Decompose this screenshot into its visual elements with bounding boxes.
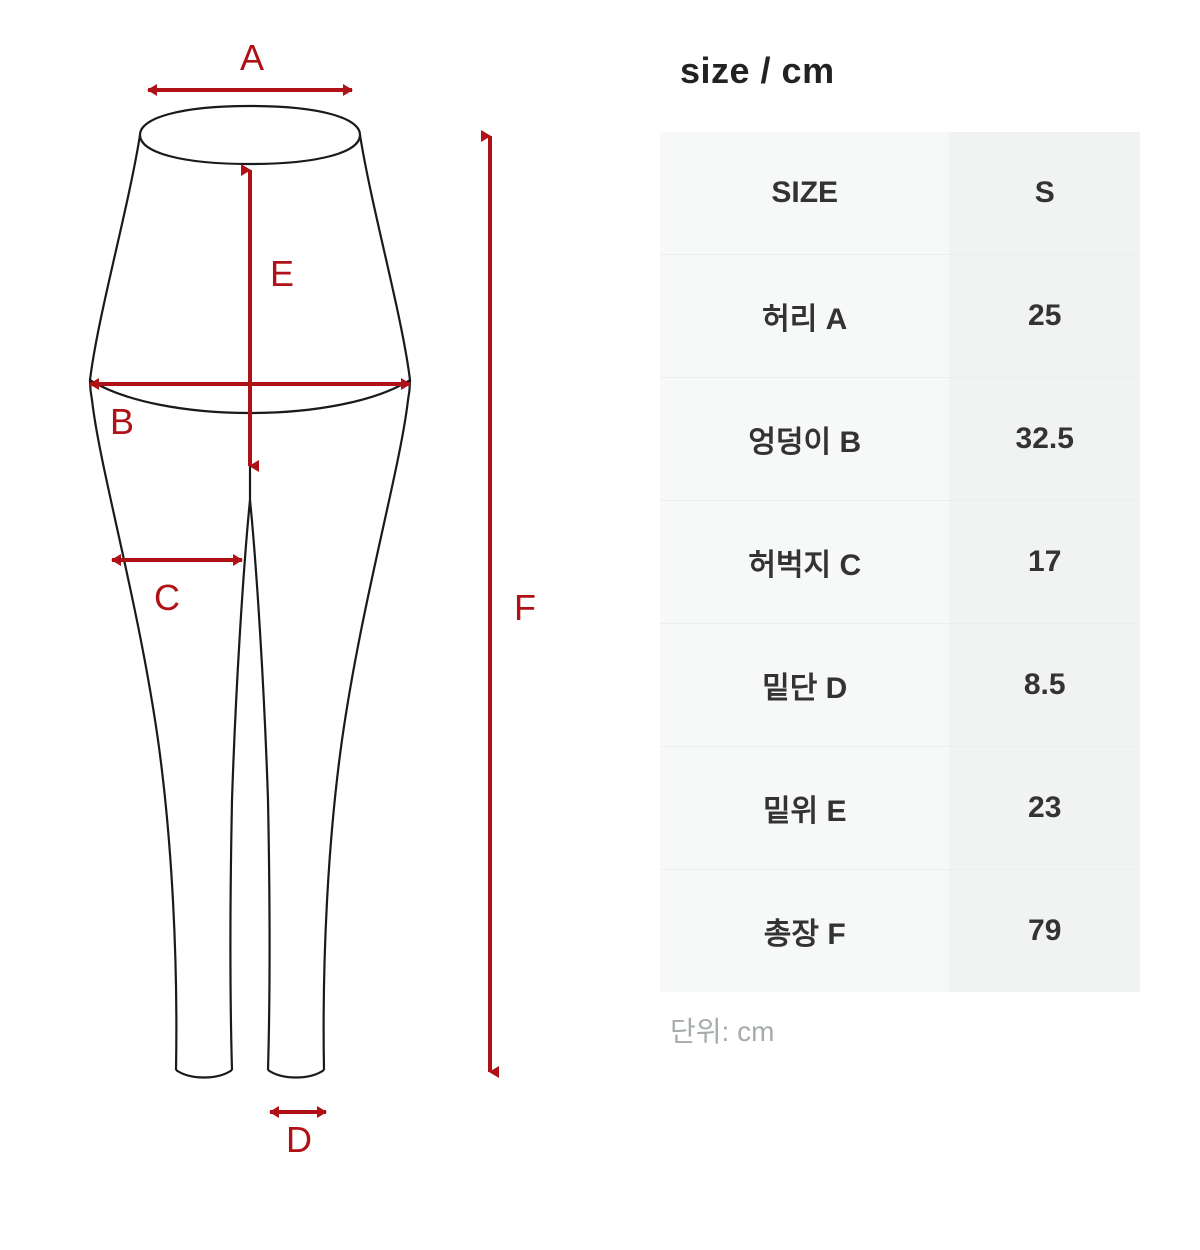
row-label: 총장 F	[660, 870, 949, 993]
row-label: 밑위 E	[660, 747, 949, 870]
row-value: 79	[949, 870, 1140, 993]
page-root: A B C D E F size / cm SIZE S 허리 A 25 엉덩이…	[0, 0, 1200, 1200]
row-label: 허벅지 C	[660, 501, 949, 624]
row-value: 8.5	[949, 624, 1140, 747]
header-value: S	[949, 132, 1140, 255]
table-row: 밑단 D 8.5	[660, 624, 1140, 747]
diagram-panel: A B C D E F	[0, 0, 620, 1200]
label-e: E	[270, 253, 294, 294]
label-c: C	[154, 577, 180, 618]
table-row: 허리 A 25	[660, 255, 1140, 378]
table-row: 허벅지 C 17	[660, 501, 1140, 624]
size-table-panel: size / cm SIZE S 허리 A 25 엉덩이 B 32.5 허벅지 …	[620, 0, 1180, 1250]
label-f: F	[514, 587, 536, 628]
row-value: 23	[949, 747, 1140, 870]
row-label: 엉덩이 B	[660, 378, 949, 501]
unit-note: 단위: cm	[670, 1010, 1180, 1050]
label-a: A	[240, 40, 264, 78]
row-label: 허리 A	[660, 255, 949, 378]
size-table: SIZE S 허리 A 25 엉덩이 B 32.5 허벅지 C 17 밑단 D …	[660, 132, 1140, 992]
row-label: 밑단 D	[660, 624, 949, 747]
table-row: 총장 F 79	[660, 870, 1140, 993]
dimension-arrows	[90, 90, 490, 1112]
header-label: SIZE	[660, 132, 949, 255]
label-b: B	[110, 401, 134, 442]
row-value: 25	[949, 255, 1140, 378]
row-value: 32.5	[949, 378, 1140, 501]
label-d: D	[286, 1119, 312, 1160]
table-row-header: SIZE S	[660, 132, 1140, 255]
table-row: 밑위 E 23	[660, 747, 1140, 870]
size-title: size / cm	[680, 50, 1180, 92]
table-row: 엉덩이 B 32.5	[660, 378, 1140, 501]
garment-diagram: A B C D E F	[20, 40, 620, 1160]
row-value: 17	[949, 501, 1140, 624]
